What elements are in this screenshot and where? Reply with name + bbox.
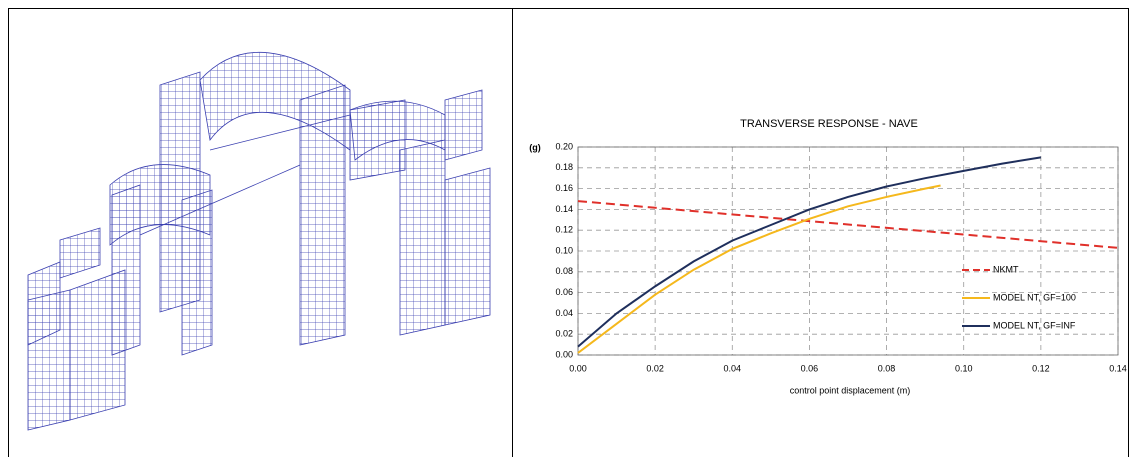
y-tick-label: 0.18 — [555, 162, 573, 172]
x-tick-label: 0.12 — [1032, 363, 1050, 373]
x-axis-label: control point displacement (m) — [790, 385, 911, 395]
figure: TRANSVERSE RESPONSE - NAVE (g) control p… — [0, 0, 1136, 457]
legend-label: MODEL NT, GF=100 — [993, 292, 1076, 302]
y-tick-label: 0.16 — [555, 183, 573, 193]
y-axis-label: (g) — [529, 142, 541, 152]
legend-label: NKMT — [993, 264, 1019, 274]
y-tick-label: 0.14 — [555, 204, 573, 214]
y-tick-label: 0.08 — [555, 266, 573, 276]
chart-title: TRANSVERSE RESPONSE - NAVE — [740, 118, 918, 130]
legend-label: MODEL NT, GF=INF — [993, 320, 1076, 330]
x-tick-label: 0.14 — [1109, 363, 1127, 373]
series-line — [578, 201, 1118, 248]
x-tick-label: 0.06 — [801, 363, 819, 373]
y-tick-label: 0.04 — [555, 308, 573, 318]
y-tick-label: 0.06 — [555, 287, 573, 297]
wireframe-model — [28, 52, 490, 430]
x-tick-label: 0.08 — [878, 363, 896, 373]
y-tick-label: 0.00 — [555, 349, 573, 359]
x-tick-label: 0.10 — [955, 363, 973, 373]
y-tick-label: 0.02 — [555, 329, 573, 339]
y-tick-label: 0.10 — [555, 245, 573, 255]
x-tick-label: 0.04 — [724, 363, 742, 373]
x-tick-label: 0.00 — [569, 363, 587, 373]
x-tick-label: 0.02 — [646, 363, 664, 373]
y-tick-label: 0.12 — [555, 225, 573, 235]
y-tick-label: 0.20 — [555, 141, 573, 151]
